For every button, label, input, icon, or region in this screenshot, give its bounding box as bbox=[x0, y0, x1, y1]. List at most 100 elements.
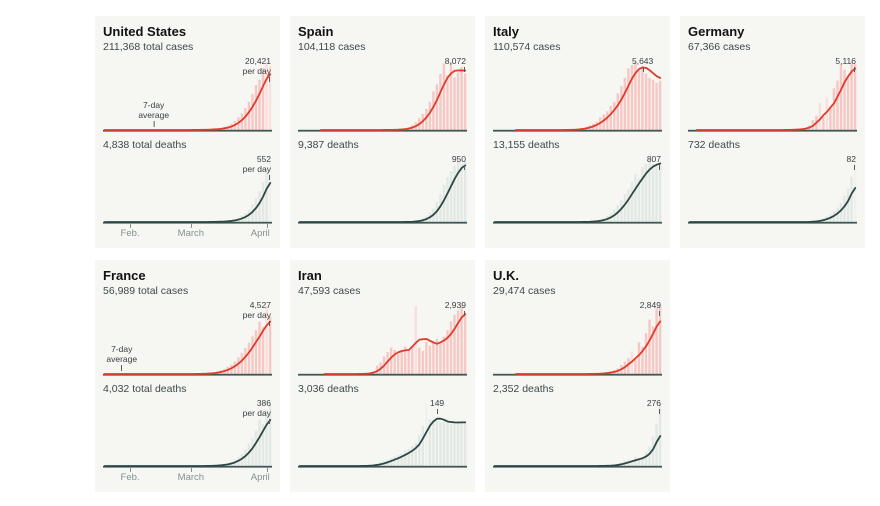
zero-baseline bbox=[298, 465, 467, 468]
deaths-svg bbox=[493, 160, 662, 224]
panel-france: France 56,989 total cases 4,527 per day 7… bbox=[95, 260, 280, 492]
deaths-avg-line bbox=[298, 417, 467, 467]
axis-tick-label: April bbox=[250, 472, 270, 483]
axis-tick-label: March bbox=[177, 472, 205, 483]
cases-svg bbox=[103, 62, 272, 132]
deaths-bars bbox=[209, 160, 272, 222]
date-axis: Feb. March April bbox=[103, 224, 272, 240]
axis-tick bbox=[190, 224, 192, 228]
panel-spain: Spain 104,118 cases 8,072 9,387 deaths 9… bbox=[290, 16, 475, 248]
deaths-total-label: 4,032 total deaths bbox=[103, 383, 187, 395]
deaths-avg-line bbox=[103, 419, 272, 467]
deaths-svg bbox=[688, 160, 857, 224]
cases-avg-line bbox=[323, 313, 467, 375]
axis-tick bbox=[266, 468, 268, 472]
cases-avg-line bbox=[103, 73, 272, 131]
deaths-total-label: 4,838 total deaths bbox=[103, 139, 187, 151]
deaths-total-label: 2,352 deaths bbox=[493, 383, 554, 395]
deaths-total-label: 3,036 deaths bbox=[298, 383, 359, 395]
annotation-tick bbox=[854, 165, 855, 170]
country-title: Italy bbox=[493, 24, 520, 39]
annotation-tick bbox=[269, 77, 270, 82]
panel-italy: Italy 110,574 cases 5,643 13,155 deaths … bbox=[485, 16, 670, 248]
deaths-total-label: 732 deaths bbox=[688, 139, 740, 151]
deaths-total-label: 9,387 deaths bbox=[298, 139, 359, 151]
annotation-tick bbox=[437, 409, 439, 414]
annotation-tick bbox=[464, 165, 465, 170]
cases-avg-line bbox=[514, 66, 662, 131]
zero-baseline bbox=[493, 129, 662, 132]
cases-svg bbox=[493, 306, 662, 376]
cases-bars bbox=[779, 62, 857, 130]
cases-bars bbox=[556, 62, 662, 130]
deaths-chart: 950 bbox=[298, 154, 467, 224]
cases-avg-line bbox=[695, 67, 857, 131]
cases-svg bbox=[103, 306, 272, 376]
country-title: Iran bbox=[298, 268, 322, 283]
axis-tick-label: March bbox=[177, 228, 205, 239]
cases-chart: 5,116 bbox=[688, 56, 857, 132]
deaths-avg-line bbox=[493, 162, 662, 223]
cases-svg bbox=[298, 306, 467, 376]
cases-total-label: 104,118 cases bbox=[298, 41, 366, 53]
axis-tick bbox=[130, 468, 132, 472]
deaths-chart: 149 bbox=[298, 398, 467, 468]
annotation-tick bbox=[269, 175, 270, 180]
country-title: Germany bbox=[688, 24, 745, 39]
cases-chart: 2,939 bbox=[298, 300, 467, 376]
zero-baseline bbox=[298, 373, 467, 376]
deaths-svg bbox=[298, 160, 467, 224]
deaths-chart: 807 bbox=[493, 154, 662, 224]
cases-svg bbox=[688, 62, 857, 132]
axis-tick-label: Feb. bbox=[120, 472, 140, 483]
annotation-tick bbox=[269, 419, 270, 424]
axis-tick-label: Feb. bbox=[120, 228, 140, 239]
axis-tick-label: April bbox=[250, 228, 270, 239]
cases-svg bbox=[298, 62, 467, 132]
deaths-svg bbox=[493, 404, 662, 468]
cases-avg-line bbox=[319, 69, 467, 131]
axis-tick bbox=[266, 224, 268, 228]
cases-total-label: 110,574 cases bbox=[493, 41, 561, 53]
cases-total-label: 29,474 cases bbox=[493, 285, 556, 297]
cases-chart: 4,527 per day 7-day average bbox=[103, 300, 272, 376]
deaths-avg-line bbox=[103, 182, 272, 223]
deaths-avg-line bbox=[298, 164, 467, 223]
annotation-tick bbox=[464, 311, 465, 316]
cases-chart: 2,849 bbox=[493, 300, 662, 376]
panel-u-k: U.K. 29,474 cases 2,849 2,352 deaths 276 bbox=[485, 260, 670, 492]
country-title: U.K. bbox=[493, 268, 519, 283]
charts-grid: United States 211,368 total cases 20,421… bbox=[95, 16, 865, 492]
country-title: France bbox=[103, 268, 146, 283]
panel-germany: Germany 67,366 cases 5,116 732 deaths 82 bbox=[680, 16, 865, 248]
cases-bars bbox=[187, 306, 272, 374]
deaths-svg bbox=[103, 404, 272, 468]
cases-bars bbox=[354, 306, 467, 374]
cases-total-label: 47,593 cases bbox=[298, 285, 361, 297]
axis-tick bbox=[190, 468, 192, 472]
deaths-total-label: 13,155 deaths bbox=[493, 139, 560, 151]
deaths-chart: 82 bbox=[688, 154, 857, 224]
annotation-tick bbox=[464, 67, 465, 72]
cases-bars bbox=[166, 62, 272, 130]
country-title: Spain bbox=[298, 24, 334, 39]
cases-total-label: 211,368 total cases bbox=[103, 41, 194, 53]
date-axis: Feb. March April bbox=[103, 468, 272, 484]
deaths-bars bbox=[599, 404, 662, 466]
cases-avg-line bbox=[103, 320, 272, 375]
panel-united-states: United States 211,368 total cases 20,421… bbox=[95, 16, 280, 248]
deaths-chart: 386 per day bbox=[103, 398, 272, 468]
cases-svg bbox=[493, 62, 662, 132]
deaths-chart: 276 bbox=[493, 398, 662, 468]
cases-chart: 5,643 bbox=[493, 56, 662, 132]
annotation-tick bbox=[659, 165, 660, 170]
panel-iran: Iran 47,593 cases 2,939 3,036 deaths 149 bbox=[290, 260, 475, 492]
annotation-tick bbox=[269, 321, 270, 326]
annotation-tick bbox=[854, 67, 855, 72]
cases-chart: 20,421 per day 7-day average bbox=[103, 56, 272, 132]
annotation-tick bbox=[659, 311, 660, 316]
deaths-bars bbox=[808, 160, 857, 222]
cases-avg-line bbox=[514, 320, 662, 375]
cases-chart: 8,072 bbox=[298, 56, 467, 132]
deaths-avg-line bbox=[688, 187, 857, 223]
